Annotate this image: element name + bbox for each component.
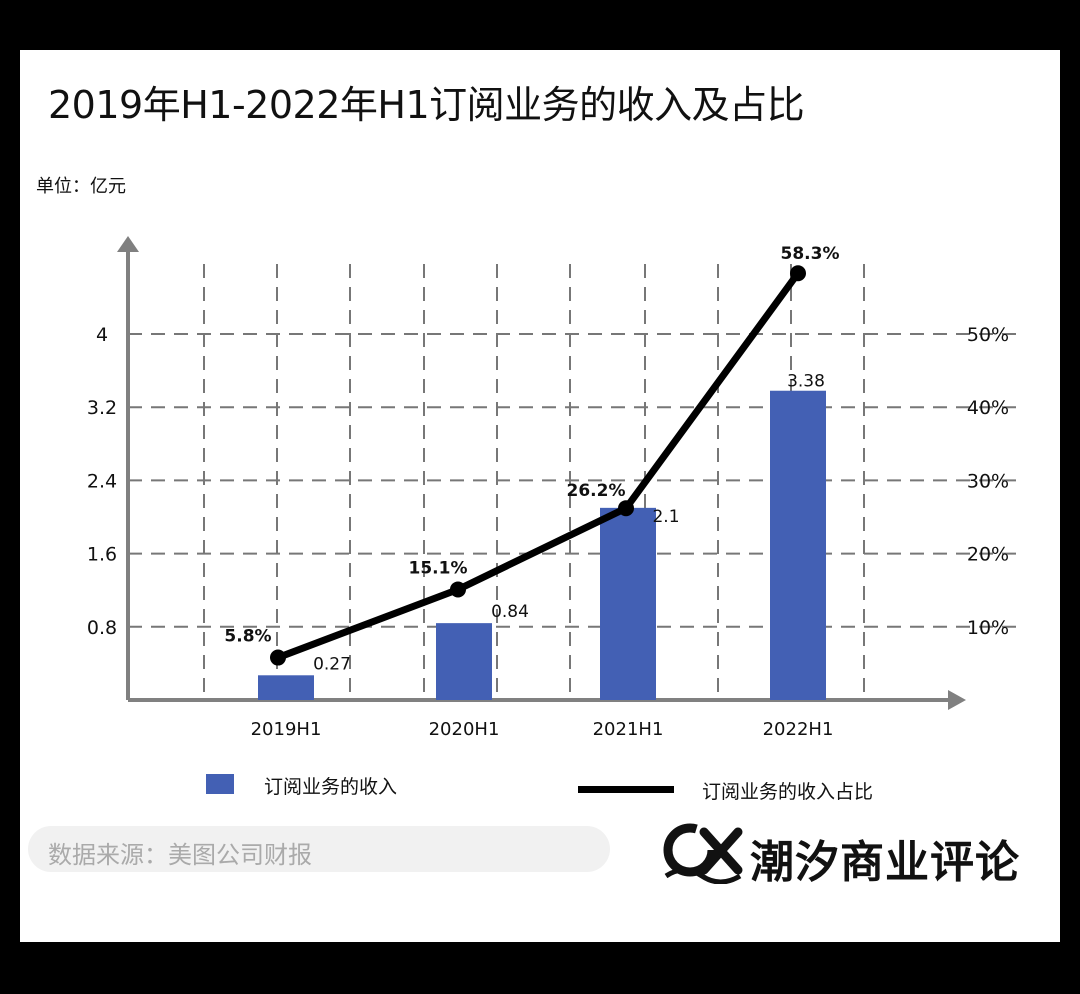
x-category-label: 2019H1 bbox=[251, 719, 322, 740]
x-category-label: 2022H1 bbox=[763, 719, 834, 740]
x-category-label: 2021H1 bbox=[593, 719, 664, 740]
chart-plot: 0.8 1.6 2.4 3.2 4 10% 20% 30% 40% 50% 2019H1 0.27 20… bbox=[87, 236, 1020, 740]
line-point bbox=[450, 581, 466, 598]
legend-line-label: 订阅业务的收入占比 bbox=[702, 781, 874, 803]
bar bbox=[436, 623, 492, 700]
chart-title: 2019年H1-2022年H1订阅业务的收入及占比 bbox=[48, 83, 805, 127]
line-value-label: 26.2% bbox=[567, 481, 626, 501]
y-left-tick-label: 3.2 bbox=[87, 397, 117, 419]
y-left-tick-label: 1.6 bbox=[87, 544, 117, 566]
y-left-tick-label: 4 bbox=[96, 324, 108, 346]
bar-value-label: 0.27 bbox=[313, 654, 351, 674]
unit-label: 单位：亿元 bbox=[36, 176, 126, 197]
brand-name: 潮汐商业评论 bbox=[750, 837, 1020, 888]
brand-logo-icon bbox=[663, 823, 743, 885]
y-right-tick-label: 40% bbox=[967, 397, 1009, 419]
y-left-tick-label: 2.4 bbox=[87, 470, 117, 492]
bar bbox=[600, 507, 656, 700]
line-point bbox=[270, 649, 286, 666]
y-axis-arrow bbox=[117, 236, 139, 252]
line-point bbox=[790, 265, 806, 282]
y-right-tick-label: 30% bbox=[967, 470, 1009, 492]
y-right-tick-label: 10% bbox=[967, 617, 1009, 639]
line-value-label: 5.8% bbox=[224, 627, 271, 647]
bar bbox=[770, 390, 826, 700]
y-right-tick-label: 20% bbox=[967, 544, 1009, 566]
source-note: 数据来源：美图公司财报 bbox=[28, 826, 610, 872]
x-category-label: 2020H1 bbox=[429, 719, 500, 740]
brand-logo: 潮汐商业评论 bbox=[660, 820, 1020, 890]
line-point bbox=[618, 500, 634, 517]
source-text: 数据来源：美图公司财报 bbox=[48, 841, 312, 869]
line-value-label: 58.3% bbox=[781, 244, 840, 264]
line-value-label: 15.1% bbox=[409, 558, 468, 578]
bar bbox=[258, 675, 314, 700]
bar-value-label: 3.38 bbox=[787, 372, 825, 392]
x-axis-arrow bbox=[948, 690, 966, 710]
bar-value-label: 0.84 bbox=[491, 602, 529, 622]
chart-card: 2019年H1-2022年H1订阅业务的收入及占比 单位：亿元 0.8 1.6 2.… bbox=[20, 50, 1060, 942]
y-left-tick-label: 0.8 bbox=[87, 617, 117, 639]
y-right-tick-label: 50% bbox=[967, 324, 1009, 346]
legend-bar-label: 订阅业务的收入 bbox=[264, 776, 398, 798]
legend-line-swatch bbox=[578, 786, 674, 793]
line-series bbox=[276, 271, 801, 661]
bar-value-label: 2.1 bbox=[652, 507, 679, 527]
legend-bar-swatch bbox=[206, 774, 234, 794]
